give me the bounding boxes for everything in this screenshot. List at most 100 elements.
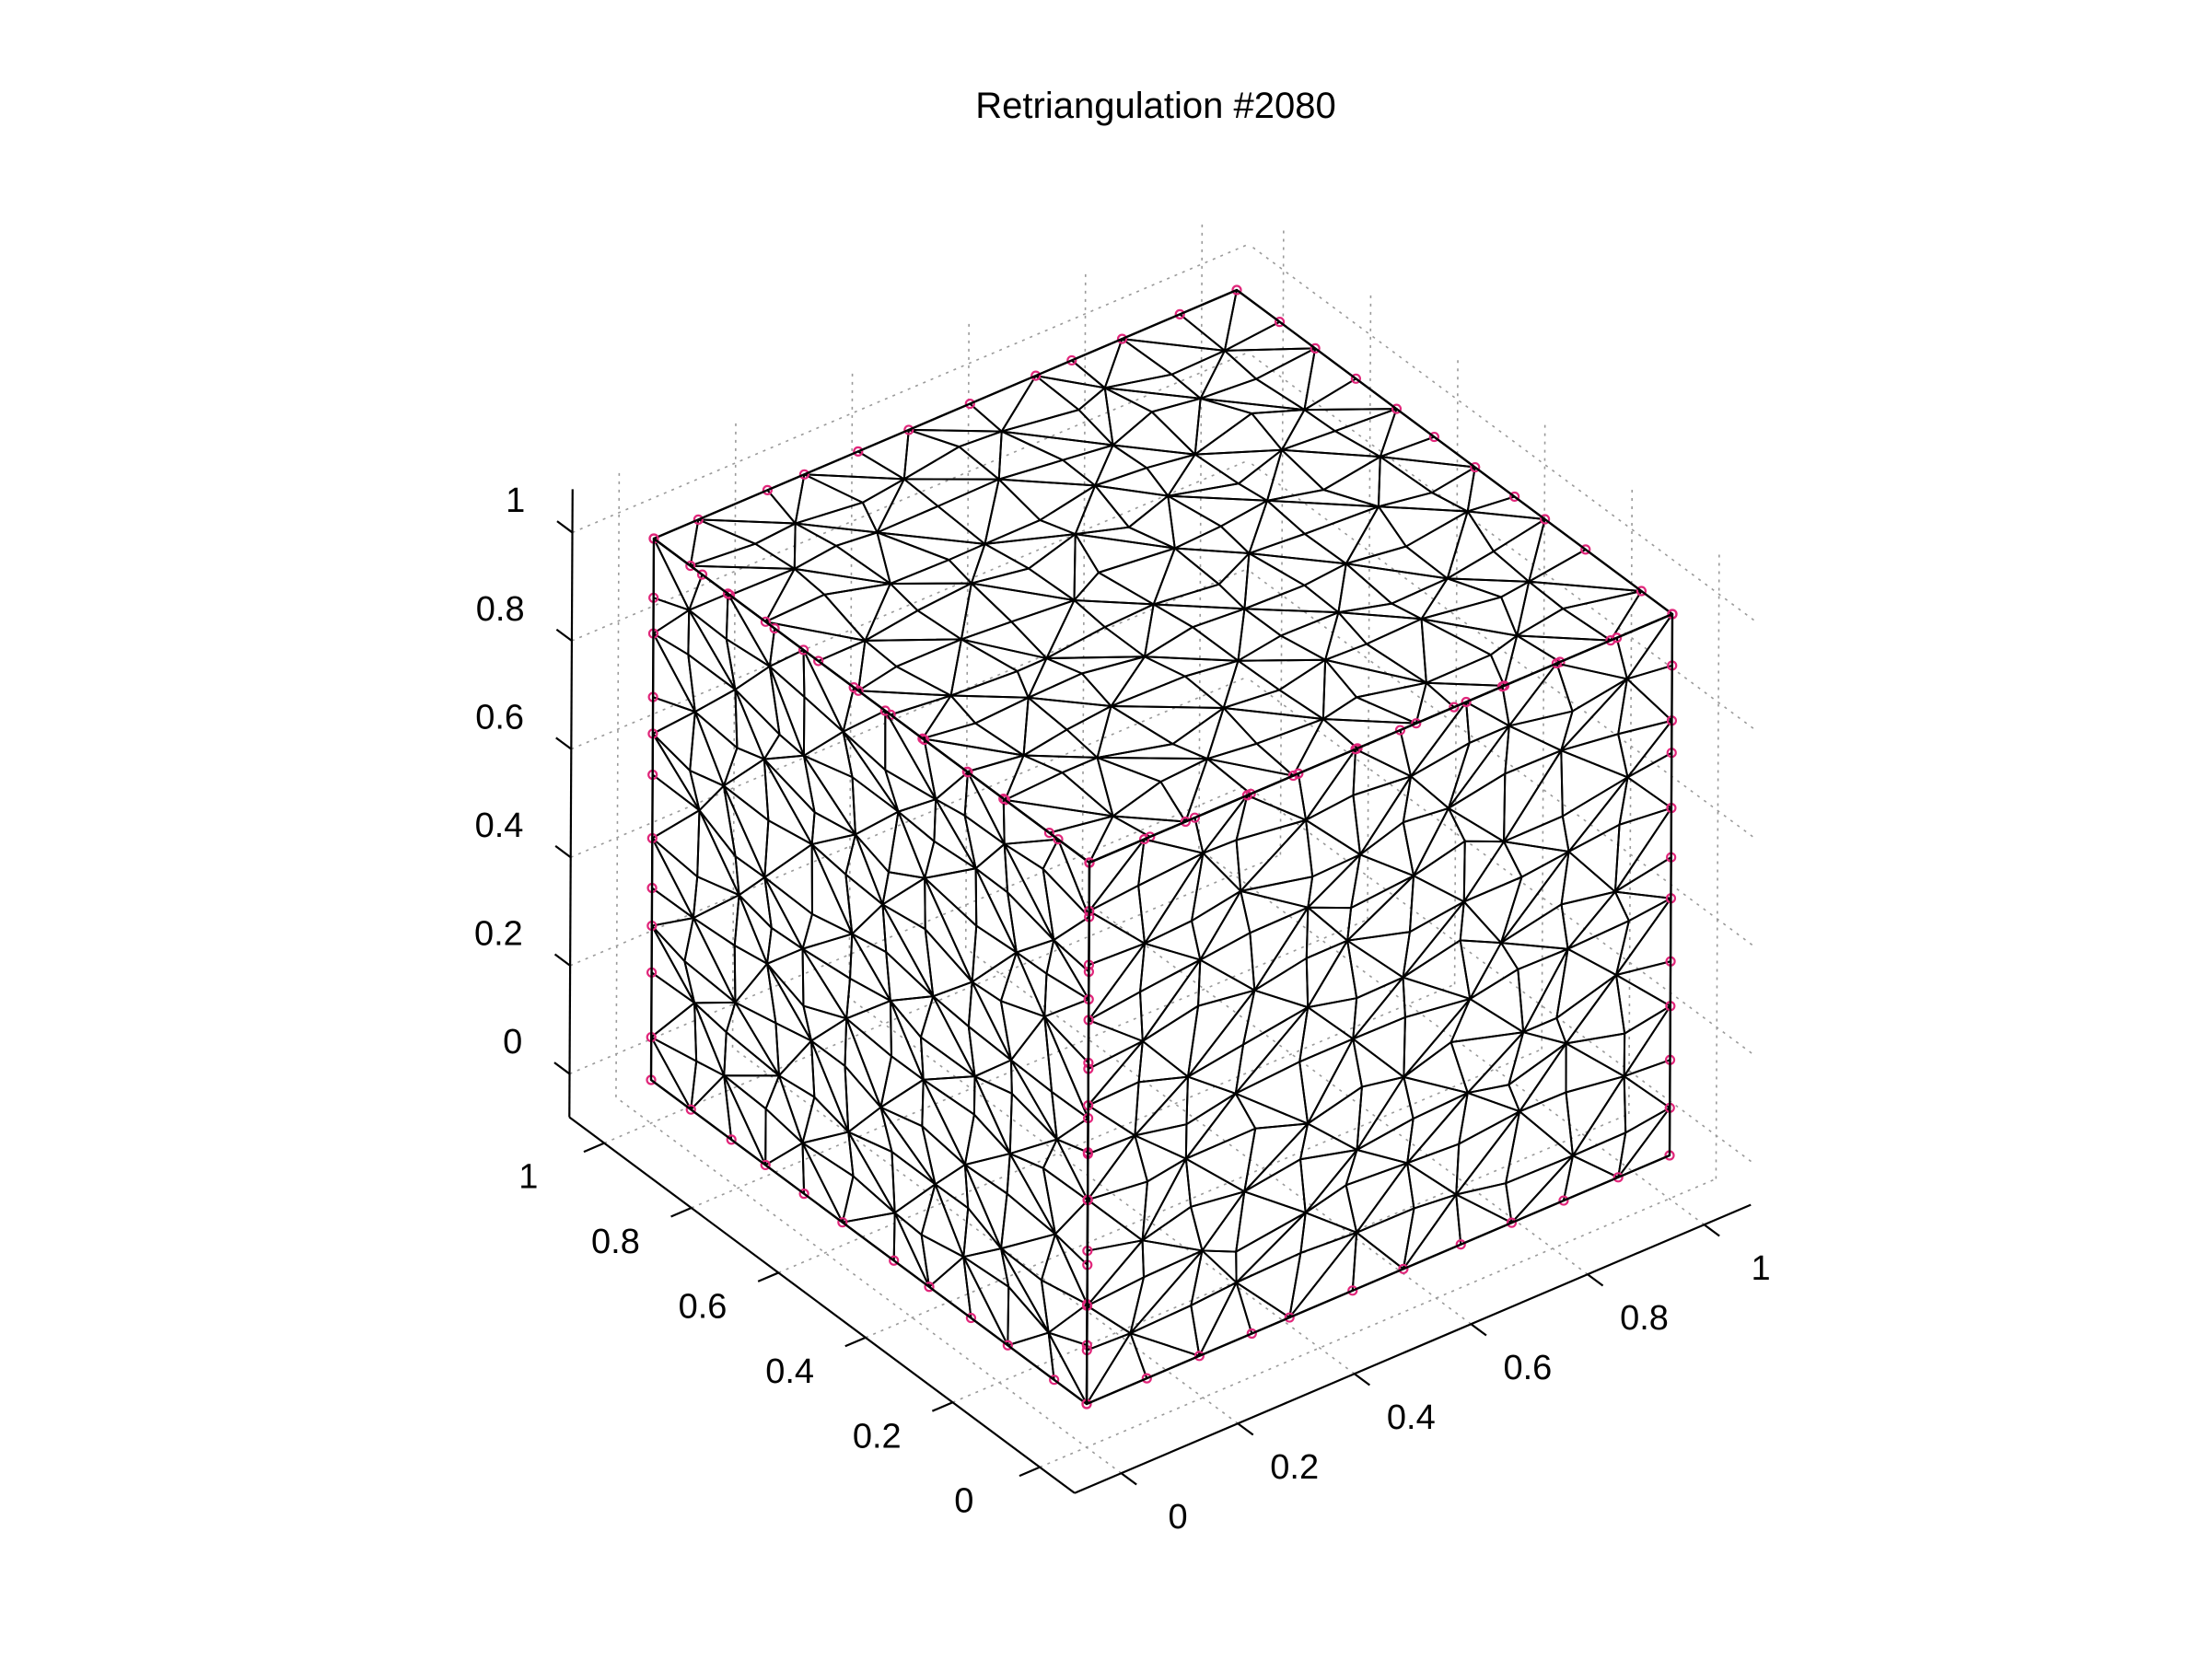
mesh-triangle <box>1074 526 1176 550</box>
mesh-node <box>1496 681 1508 692</box>
mesh-triangle <box>1402 939 1472 1000</box>
z-tick <box>555 737 572 750</box>
mesh-triangle <box>1217 552 1251 610</box>
mesh-triangle <box>1062 444 1114 487</box>
mesh-node <box>760 616 771 627</box>
mesh-triangle <box>1034 375 1106 412</box>
mesh-triangle <box>1462 876 1523 945</box>
grid-line <box>848 997 1356 1375</box>
mesh-triangle <box>1010 599 1076 660</box>
mesh-triangle <box>1255 347 1317 412</box>
mesh-triangle <box>651 837 699 920</box>
mesh-triangle <box>1365 618 1427 684</box>
mesh-triangle <box>1265 448 1325 502</box>
mesh-triangle <box>1065 705 1112 759</box>
mesh-triangle <box>1008 1092 1058 1155</box>
x-axis-line <box>1074 1203 1752 1494</box>
mesh-triangle <box>1201 1249 1238 1284</box>
mesh-triangle <box>1352 1015 1406 1078</box>
mesh-triangle <box>1027 657 1083 699</box>
mesh-triangle <box>999 951 1046 1018</box>
mesh-triangle <box>1377 505 1469 548</box>
mesh-triangle <box>1009 1015 1054 1093</box>
mesh-triangle <box>1303 505 1380 565</box>
grid-line <box>615 1096 1123 1474</box>
mesh-node <box>1636 586 1647 597</box>
mesh-triangle <box>1615 974 1671 1035</box>
mesh-triangle <box>801 1131 855 1178</box>
mesh-triangle <box>1278 658 1327 720</box>
mesh-triangle <box>1045 939 1090 1001</box>
mesh-triangle <box>1469 968 1525 1034</box>
mesh-triangle <box>1015 939 1055 975</box>
mesh-triangle <box>1403 997 1472 1078</box>
z-tick-label: 0 <box>503 1023 522 1062</box>
mesh-triangle <box>1346 939 1404 1000</box>
face-top <box>648 284 1678 868</box>
mesh-triangle <box>1402 775 1449 824</box>
mesh-triangle <box>1086 1199 1144 1252</box>
mesh-triangle <box>960 621 1048 660</box>
mesh-triangle <box>1008 1153 1056 1236</box>
grid-line <box>1245 784 1752 1163</box>
mesh-triangle <box>1061 756 1114 818</box>
mesh-triangle <box>844 1064 882 1133</box>
mesh-triangle <box>1170 349 1226 400</box>
mesh-node <box>1394 725 1406 736</box>
mesh-triangle <box>1500 851 1570 945</box>
y-tick-label: 0.6 <box>679 1288 728 1327</box>
mesh-triangle <box>1560 678 1628 752</box>
mesh-triangle <box>738 876 773 929</box>
mesh-triangle <box>1129 1304 1201 1357</box>
grid-line <box>1245 676 1752 1054</box>
mesh-triangle <box>1613 890 1672 922</box>
mesh-node <box>722 588 734 599</box>
mesh-triangle <box>854 810 900 874</box>
mesh-node <box>837 1217 848 1228</box>
mesh-triangle <box>1237 448 1283 502</box>
mesh-triangle <box>1150 397 1202 456</box>
x-tick-label: 0.8 <box>1620 1299 1669 1338</box>
mesh-triangle <box>1185 1075 1237 1126</box>
chart-title: Retriangulation #2080 <box>975 86 1335 126</box>
mesh-triangle <box>1403 1075 1469 1120</box>
mesh-triangle <box>1623 1075 1671 1134</box>
x-tick-label: 0 <box>1169 1498 1188 1537</box>
x-tick <box>1120 1472 1137 1486</box>
mesh-triangle <box>1051 1090 1089 1141</box>
mesh-triangle <box>921 737 1025 773</box>
mesh-triangle <box>763 819 813 878</box>
mesh-triangle <box>1399 701 1468 778</box>
z-tick <box>554 845 572 859</box>
mesh-node <box>1030 370 1042 381</box>
grid-line <box>1198 220 1204 849</box>
mesh-triangle <box>1055 1138 1089 1201</box>
mesh-triangle <box>1508 662 1574 727</box>
grid-line <box>615 469 621 1097</box>
x-tick-label: 0.2 <box>1270 1448 1319 1487</box>
mesh-triangle <box>1504 725 1563 775</box>
mesh-triangle <box>1356 681 1427 725</box>
mesh-node <box>1116 333 1128 344</box>
mesh-triangle <box>1356 1075 1405 1152</box>
mesh-triangle <box>738 894 773 965</box>
mesh-triangle <box>1351 1231 1404 1292</box>
mesh-triangle <box>650 1036 698 1111</box>
mesh-triangle <box>1112 781 1187 823</box>
mesh-triangle <box>693 1002 728 1077</box>
mesh-triangle <box>969 375 1037 433</box>
grid-line <box>569 784 1247 1075</box>
z-tick-label: 0.6 <box>475 698 524 737</box>
mesh-triangle <box>1356 1075 1415 1152</box>
mesh-triangle <box>1098 547 1176 606</box>
mesh-triangle <box>810 843 854 935</box>
face-front-left <box>646 533 1095 1410</box>
mesh-node <box>1002 1340 1013 1351</box>
mesh-triangle <box>1489 634 1519 687</box>
mesh-triangle <box>902 478 1000 507</box>
mesh-triangle <box>1243 608 1340 637</box>
mesh-triangle <box>907 402 1003 433</box>
mesh-triangle <box>1193 448 1283 485</box>
mesh-triangle <box>764 621 867 662</box>
